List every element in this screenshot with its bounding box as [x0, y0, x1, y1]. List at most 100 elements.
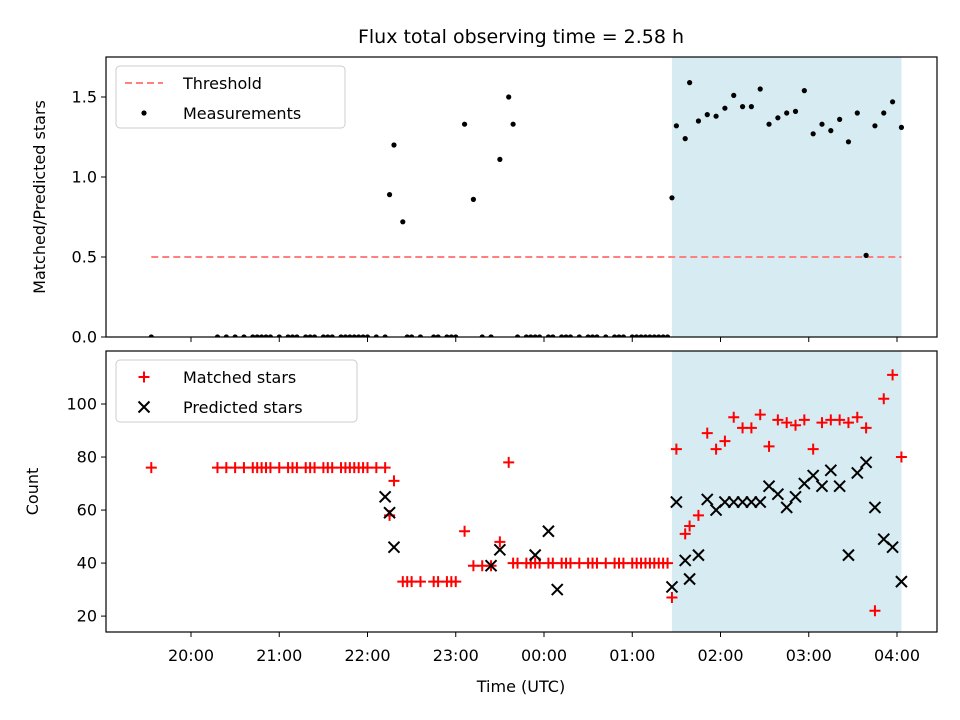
- measurement-point: [347, 334, 353, 337]
- predicted-star-point: [806, 469, 820, 482]
- matched-star-point: [887, 369, 899, 381]
- axes-frame: [105, 56, 938, 338]
- measurement-point: [497, 156, 503, 162]
- measurement-point: [731, 92, 737, 98]
- predicted-star-point: [701, 493, 714, 506]
- measurement-point: [550, 334, 556, 337]
- predicted-star-point: [692, 548, 705, 562]
- y-tick-label: 60: [77, 501, 97, 520]
- y-tick-label: 1.5: [72, 88, 97, 107]
- x-axis-label: Time (UTC): [476, 677, 565, 696]
- bottom-panel-count: 20 40 60 80 100 20:00 21:00 22:00 23:00 00:00 01:0…: [23, 350, 938, 665]
- measurement-point: [722, 105, 728, 111]
- y-tick-label: 0.0: [72, 328, 97, 347]
- predicted-star-point: [745, 495, 758, 509]
- measurement-point: [647, 334, 653, 337]
- measurement-point: [854, 110, 860, 116]
- measurement-point: [576, 334, 582, 337]
- predicted-star-point: [895, 575, 908, 588]
- measurement-point: [325, 334, 331, 337]
- axes-frame: [105, 350, 938, 633]
- matched-star-point: [710, 443, 722, 455]
- matched-star-point: [781, 417, 793, 429]
- predicted-star-point: [670, 495, 683, 509]
- measurement-point: [448, 334, 454, 337]
- measurement-point: [651, 334, 657, 337]
- measurement-point: [342, 334, 349, 337]
- measurement-point: [898, 124, 905, 130]
- measurement-point: [810, 131, 816, 137]
- measurement-point: [479, 334, 485, 337]
- measurement-point: [545, 334, 552, 337]
- measurement-point: [267, 334, 274, 337]
- predicted-star-point: [493, 543, 507, 557]
- measurement-point: [470, 196, 476, 202]
- measurement-point: [360, 334, 366, 337]
- measurement-point: [311, 334, 318, 337]
- measurement-point: [307, 334, 313, 337]
- matched-star-point: [790, 419, 802, 431]
- measurement-point: [461, 121, 468, 127]
- legend-box: [115, 359, 358, 423]
- measurement-point: [404, 334, 410, 337]
- measurement-point: [391, 142, 397, 148]
- predicted-star-point: [383, 506, 396, 519]
- measurement-point: [444, 334, 450, 337]
- legend-matched-swatch: [138, 371, 150, 383]
- predicted-star-point: [727, 495, 740, 509]
- matched-star-point: [763, 440, 775, 452]
- x-tick-label: 22:00: [344, 646, 390, 665]
- measurement-point: [559, 334, 565, 337]
- predicted-star-point: [824, 464, 838, 477]
- predicted-star-point: [886, 540, 899, 554]
- measurement-point: [757, 86, 763, 92]
- matched-star-point: [878, 393, 890, 405]
- legend-box: [115, 65, 346, 129]
- matched-star-point: [834, 414, 846, 426]
- predicted-star-point: [780, 501, 793, 514]
- y-tick-label: 100: [66, 395, 97, 414]
- matched-star-point: [701, 427, 713, 439]
- measurement-point: [536, 334, 543, 337]
- measurement-point: [872, 123, 878, 129]
- measurement-point: [837, 116, 843, 122]
- legend-label: Matched stars: [183, 368, 296, 387]
- legend-measurements-swatch: [141, 110, 147, 116]
- measurement-point: [373, 334, 379, 337]
- measurement-point: [523, 334, 529, 337]
- measurement-point: [616, 334, 622, 337]
- measurement-point: [223, 334, 229, 337]
- measurement-point: [828, 128, 834, 134]
- predicted-star-point: [815, 479, 829, 493]
- matched-star-point: [728, 411, 740, 423]
- measurement-point: [528, 334, 534, 337]
- measurement-point: [792, 108, 799, 114]
- predicted-star-point: [754, 495, 767, 509]
- matched-star-point: [450, 576, 462, 588]
- predicted-star-point: [665, 580, 679, 594]
- predicted-star-point: [833, 479, 846, 493]
- predicted-star-point: [528, 548, 542, 562]
- matched-star-point: [719, 435, 731, 447]
- measurement-point: [417, 334, 424, 337]
- predicted-star-point: [859, 456, 873, 469]
- measurement-point: [612, 334, 618, 337]
- y-tick-label: 20: [77, 607, 97, 626]
- measurement-point: [766, 121, 772, 127]
- matched-star-point: [670, 443, 682, 455]
- legend-label: Predicted stars: [183, 398, 303, 417]
- predicted-star-point: [736, 495, 749, 509]
- measurement-point: [863, 252, 869, 258]
- measurement-point: [338, 334, 344, 337]
- measurement-point: [241, 334, 247, 337]
- predicted-star-point: [868, 501, 882, 514]
- measurement-point: [775, 115, 781, 121]
- measurement-point: [748, 104, 754, 110]
- measurement-point: [638, 334, 644, 337]
- predicted-star-point: [683, 572, 696, 586]
- matched-star-point: [754, 409, 766, 421]
- matched-star-point: [745, 422, 757, 434]
- matched-star-point: [679, 528, 691, 540]
- x-tick-label: 21:00: [256, 646, 302, 665]
- predicted-star-point: [378, 490, 392, 504]
